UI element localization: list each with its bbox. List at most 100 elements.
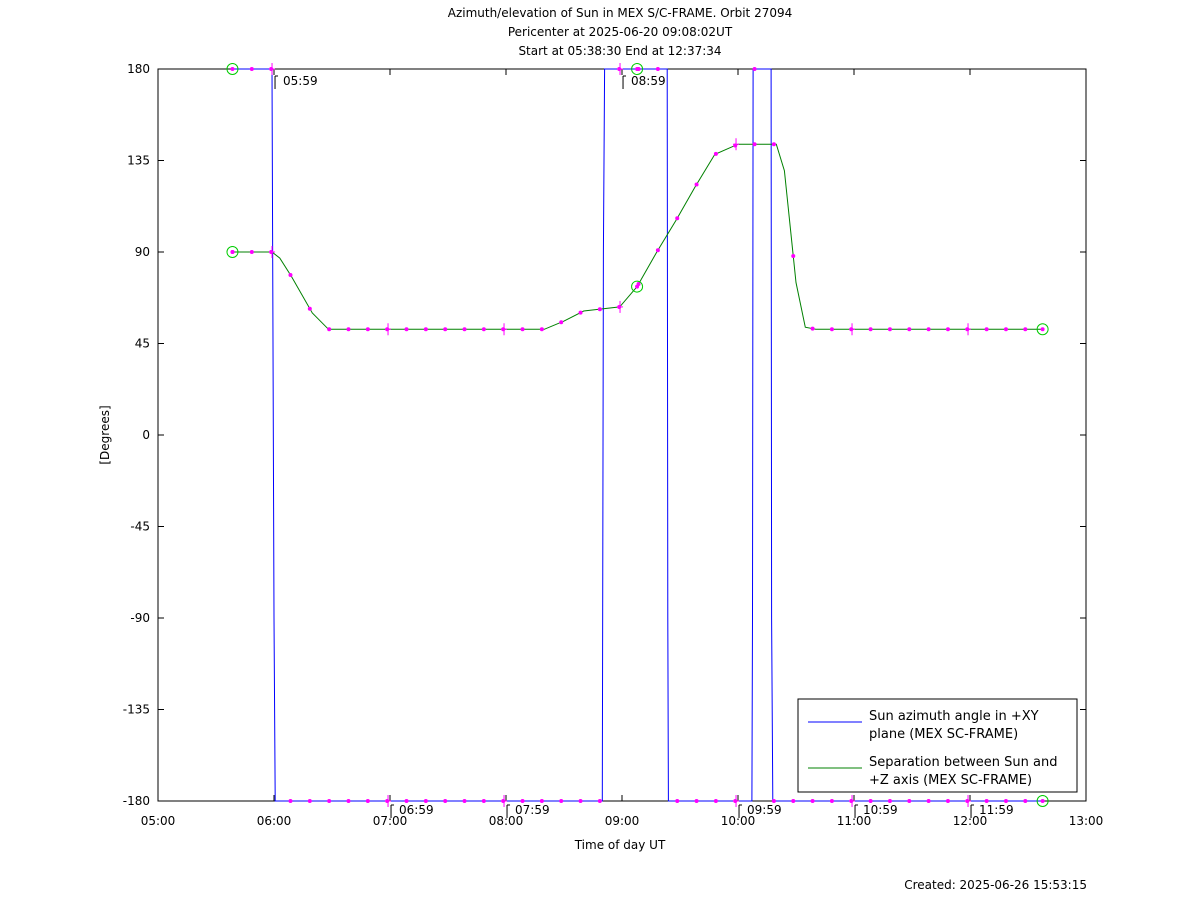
data-point: [520, 327, 525, 332]
data-point: [829, 327, 834, 332]
data-point: [423, 327, 428, 332]
circle-marker: [631, 63, 644, 75]
x-tick-label: 06:00: [257, 814, 292, 828]
data-point: [539, 799, 544, 803]
data-point: [249, 67, 254, 71]
data-point: [810, 326, 815, 331]
data-point: [791, 799, 796, 803]
x-tick-label: 11:00: [837, 814, 872, 828]
circle-marker: [226, 246, 239, 258]
data-point: [771, 142, 776, 147]
data-point: [288, 799, 293, 803]
data-point: [713, 799, 718, 803]
data-point: [559, 799, 564, 803]
title-line: Start at 05:38:30 End at 12:37:34: [518, 44, 721, 58]
y-tick-label: 90: [135, 245, 150, 259]
data-point: [365, 799, 370, 803]
data-point: [597, 799, 602, 803]
data-point: [635, 284, 640, 289]
legend-box: [797, 698, 1078, 793]
data-markers: [226, 63, 1049, 807]
hour-marker-label: 10:59: [863, 803, 898, 817]
x-tick-label: 05:00: [141, 814, 176, 828]
data-point: [404, 327, 409, 332]
y-tick-label: 135: [127, 154, 150, 168]
data-point: [1023, 327, 1028, 332]
data-point: [1040, 327, 1045, 332]
data-point: [404, 799, 409, 803]
circle-marker: [631, 280, 644, 293]
data-point: [945, 799, 950, 803]
data-point: [752, 67, 757, 71]
series-line: [232, 68, 1043, 802]
y-tick-label: 0: [142, 428, 150, 442]
data-point: [559, 320, 564, 325]
data-point: [887, 327, 892, 332]
data-point: [327, 327, 332, 332]
data-point: [675, 799, 680, 803]
data-point: [655, 67, 660, 71]
data-point: [713, 151, 718, 156]
x-tick-label: 13:00: [1069, 814, 1104, 828]
data-point: [597, 307, 602, 312]
hour-marker-label: 07:59: [515, 803, 550, 817]
data-point: [307, 306, 312, 311]
title-line: Azimuth/elevation of Sun in MEX S/C-FRAM…: [448, 6, 793, 20]
axis-ticks: 05:00 06:00 07:00 08:00 09:00 10:00 11:00 12:00…: [123, 62, 1104, 828]
data-point: [635, 67, 640, 71]
data-point: [1040, 799, 1045, 803]
data-point: [907, 327, 912, 332]
data-point: [655, 248, 660, 253]
data-point: [926, 799, 931, 803]
data-point: [346, 799, 351, 803]
y-tick-label: -135: [123, 703, 150, 717]
data-point: [288, 272, 293, 277]
series-lines: [232, 68, 1043, 802]
data-point: [481, 327, 486, 332]
data-point: [423, 799, 428, 803]
x-tick-label: 12:00: [953, 814, 988, 828]
data-point: [868, 327, 873, 332]
data-point: [539, 327, 544, 332]
data-point: [945, 327, 950, 332]
circle-marker: [1036, 323, 1049, 336]
x-tick-label: 09:00: [605, 814, 640, 828]
legend-label: Separation between Sun and: [869, 755, 1057, 770]
hour-markers: 05:59 06:59 07:59 08:59 09:59 10:59 11:59: [274, 74, 1014, 818]
x-axis-label: Time of day UT: [574, 838, 666, 852]
hour-marker-label: 05:59: [283, 74, 318, 88]
data-point: [868, 799, 873, 803]
data-point: [926, 327, 931, 332]
data-point: [1003, 799, 1008, 803]
data-point: [791, 253, 796, 258]
data-point: [365, 327, 370, 332]
data-point: [907, 799, 912, 803]
data-point: [481, 799, 486, 803]
data-point: [230, 67, 235, 71]
data-point: [443, 327, 448, 332]
data-point: [578, 799, 583, 803]
x-tick-label: 08:00: [489, 814, 524, 828]
data-point: [771, 799, 776, 803]
data-point: [462, 327, 467, 332]
data-point: [1023, 799, 1028, 803]
hour-marker-label: 11:59: [979, 803, 1014, 817]
data-point: [578, 310, 583, 315]
y-tick-label: 180: [127, 62, 150, 76]
legend-label: +Z axis (MEX SC-FRAME): [869, 773, 1032, 788]
y-tick-label: -45: [130, 520, 150, 534]
data-point: [887, 799, 892, 803]
data-point: [675, 216, 680, 221]
y-axis-label: [Degrees]: [98, 405, 112, 464]
legend: Sun azimuth angle in +XY plane (MEX SC-FR…: [797, 698, 1078, 793]
series-line: [232, 143, 1043, 330]
x-tick-label: 07:00: [373, 814, 408, 828]
data-point: [249, 250, 254, 254]
data-point: [462, 799, 467, 803]
data-point: [346, 327, 351, 332]
hour-marker-label: 06:59: [399, 803, 434, 817]
circle-marker: [1036, 795, 1049, 807]
x-tick-label: 10:00: [721, 814, 756, 828]
hour-marker-label: 09:59: [747, 803, 782, 817]
data-point: [829, 799, 834, 803]
